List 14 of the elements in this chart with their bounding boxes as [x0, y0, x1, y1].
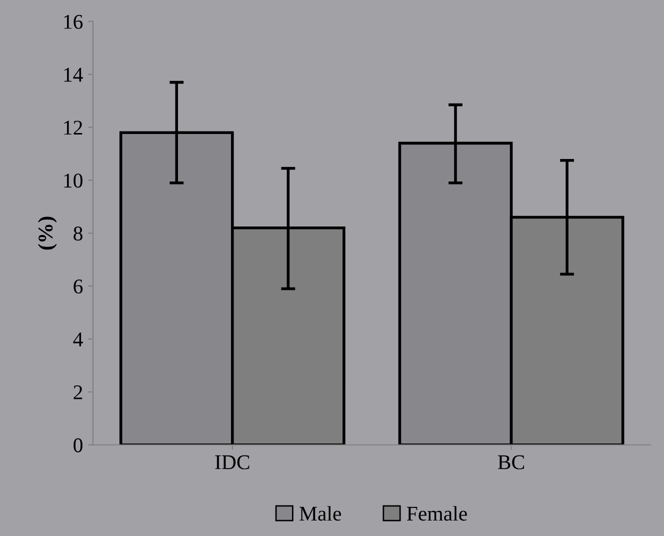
y-tick-label: 8 [74, 226, 82, 241]
y-tick-label: 2 [74, 385, 82, 400]
legend-label: Male [300, 506, 342, 521]
y-tick-label: 4 [73, 332, 83, 346]
y-tick-label: 16 [64, 14, 83, 29]
y-tick-label: 0 [74, 438, 82, 452]
x-tick-label: BC [498, 455, 524, 470]
legend-label: Female [406, 506, 467, 521]
y-tick-label: 10 [64, 174, 82, 188]
y-tick-label: 14 [64, 68, 83, 82]
x-tick-label: IDC [215, 455, 250, 470]
y-axis-title: (%) [38, 216, 57, 250]
y-tick-label: 6 [74, 280, 83, 294]
y-tick-label: 12 [64, 120, 82, 135]
